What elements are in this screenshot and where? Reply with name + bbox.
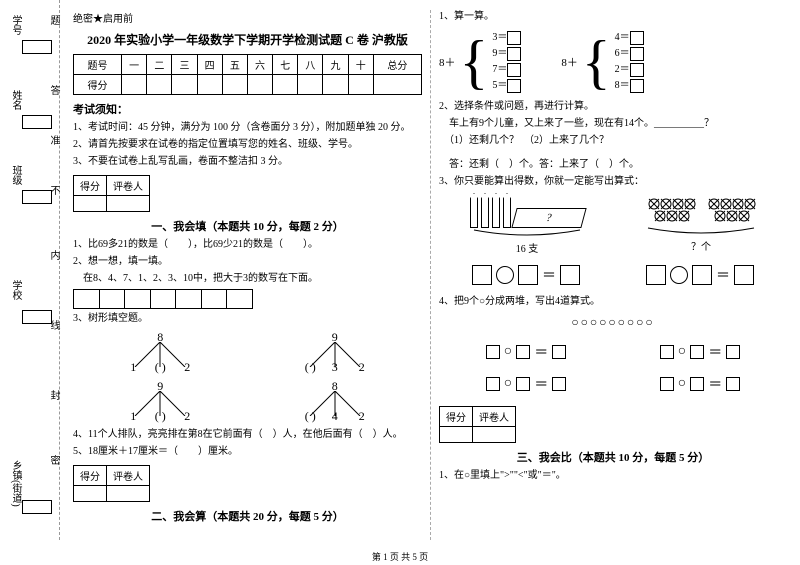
mini-score-label: 得分 [74, 176, 107, 196]
binding-box [22, 40, 52, 54]
dots-row: ○○○○○○○○○ [439, 315, 787, 330]
seal-char: 线 [46, 320, 61, 330]
question: 1、在○里填上">""<"或"＝"。 [439, 469, 787, 483]
binding-box [22, 500, 52, 514]
mini-score-table: 得分评卷人 [73, 175, 150, 212]
section-heading: 二、我会算（本题共 20 分，每题 5 分） [73, 508, 422, 524]
binding-box [22, 115, 52, 129]
score-table: 题号一二三四五六七八九十总分 得分 [73, 54, 422, 95]
mini-score-label: 评卷人 [107, 466, 150, 486]
page-footer: 第 1 页 共 5 页 [0, 550, 800, 563]
mini-score-label: 得分 [440, 407, 473, 427]
mini-score-table: 得分评卷人 [73, 465, 150, 502]
notice-heading: 考试须知： [73, 101, 422, 117]
mini-score-label: 得分 [74, 466, 107, 486]
tree-diagram: 81( )2 [125, 330, 195, 375]
question: 5、18厘米＋17厘米＝（ ）厘米。 [73, 445, 422, 459]
secrecy-mark: 绝密★启用前 [73, 10, 422, 25]
binding-label: 学号 [8, 15, 23, 35]
mini-score-label: 评卷人 [473, 407, 516, 427]
calc-block: 8＋ { 3＝9＝7＝5＝ [439, 30, 521, 94]
question: 4、11个人排队，亮亮排在第8在它前面有（ ）人，在他后面有（ ）人。 [73, 428, 422, 442]
question: 车上有9个儿童，又上来了一些，现在有14个。__________？ [439, 117, 787, 131]
equation-template: ＝ [646, 265, 754, 285]
binding-label: 姓名 [8, 90, 23, 110]
mini-score-label: 评卷人 [107, 176, 150, 196]
seal-char: 题 [46, 15, 61, 25]
binding-label: 乡镇(街道) [8, 460, 23, 507]
calc-block: 8＋ { 4＝6＝2＝8＝ [561, 30, 643, 94]
binding-label: 学校 [8, 280, 23, 300]
seal-char: 密 [46, 455, 61, 465]
answer-boxes [73, 289, 253, 309]
figure-label: ？个 [646, 238, 756, 253]
equation-template: ○ ＝ [486, 374, 566, 394]
notice-item: 3、不要在试卷上乱写乱画，卷面不整洁扣 3 分。 [73, 155, 422, 169]
tree-diagram: 8( )42 [300, 379, 370, 424]
question: 在8、4、7、1、2、3、10中，把大于3的数写在下面。 [73, 272, 422, 286]
equation-template: ＝ [472, 265, 580, 285]
binding-label: 班级 [8, 165, 23, 185]
seal-char: 答 [46, 85, 61, 95]
equation-template: ○ ＝ [660, 374, 740, 394]
seal-char: 不 [46, 185, 61, 195]
question: 3、你只要能算出得数，你就一定能写出算式： [439, 175, 787, 189]
section-heading: 三、我会比（本题共 10 分，每题 5 分） [439, 449, 787, 465]
figure-label: 16 支 [470, 240, 584, 255]
question: 3、树形填空题。 [73, 312, 422, 326]
seal-char: 内 [46, 250, 61, 260]
pencils-figure: ? 16 支 [470, 193, 584, 255]
question: 1、比69多21的数是（ ），比69少21的数是（ ）。 [73, 238, 422, 252]
question: 2、想一想，填一填。 [73, 255, 422, 269]
question: 1、算一算。 [439, 10, 787, 24]
question: 4、把9个○分成两堆，写出4道算式。 [439, 295, 787, 309]
exam-title: 2020 年实验小学一年级数学下学期开学检测试题 C 卷 沪教版 [73, 31, 422, 48]
circles-figure: ？个 [646, 196, 756, 253]
equation-template: ○ ＝ [486, 342, 566, 362]
notice-item: 2、请首先按要求在试卷的指定位置填写您的姓名、班级、学号。 [73, 138, 422, 152]
seal-char: 准 [46, 135, 61, 145]
calc-prefix: 8＋ [439, 54, 456, 70]
question: （1）还剩几个？ （2）上来了几个？ [439, 134, 787, 148]
section-heading: 一、我会填（本题共 10 分，每题 2 分） [73, 218, 422, 234]
seal-char: 封 [46, 390, 61, 400]
mini-score-table: 得分评卷人 [439, 406, 516, 443]
answer-line: 答：还剩（ ）个。答：上来了（ ）个。 [439, 158, 787, 172]
tree-diagram: 9( )32 [300, 330, 370, 375]
tree-diagram: 91( )2 [125, 379, 195, 424]
calc-prefix: 8＋ [561, 54, 578, 70]
question: 2、选择条件或问题，再进行计算。 [439, 100, 787, 114]
equation-template: ○ ＝ [660, 342, 740, 362]
notice-item: 1、考试时间：45 分钟，满分为 100 分（含卷面分 3 分），附加题单独 2… [73, 121, 422, 135]
